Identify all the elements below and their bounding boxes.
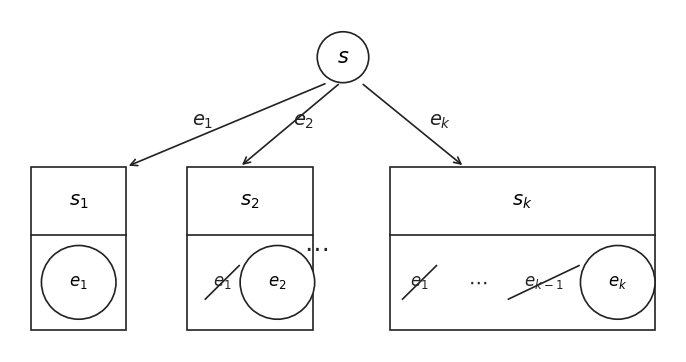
- Ellipse shape: [41, 245, 116, 319]
- Text: $s_2$: $s_2$: [240, 191, 259, 211]
- Text: $e_k$: $e_k$: [429, 112, 451, 131]
- Text: $e_1$: $e_1$: [410, 273, 429, 291]
- Text: $e_1$: $e_1$: [193, 112, 214, 131]
- Ellipse shape: [317, 32, 369, 83]
- Text: $s_k$: $s_k$: [512, 191, 533, 211]
- Text: $e_1$: $e_1$: [213, 273, 232, 291]
- Ellipse shape: [240, 245, 315, 319]
- Ellipse shape: [580, 245, 655, 319]
- Text: $e_k$: $e_k$: [608, 273, 628, 291]
- Text: $s_1$: $s_1$: [69, 191, 88, 211]
- Bar: [390, 167, 654, 329]
- Text: $e_{k-1}$: $e_{k-1}$: [524, 273, 563, 291]
- Bar: [187, 167, 313, 329]
- Text: $\cdots$: $\cdots$: [468, 273, 487, 292]
- Bar: [32, 167, 126, 329]
- Text: $e_1$: $e_1$: [69, 273, 88, 291]
- Text: $e_2$: $e_2$: [268, 273, 287, 291]
- Text: $e_2$: $e_2$: [293, 112, 314, 131]
- Text: $\cdots$: $\cdots$: [304, 236, 328, 260]
- Text: $s$: $s$: [337, 47, 349, 67]
